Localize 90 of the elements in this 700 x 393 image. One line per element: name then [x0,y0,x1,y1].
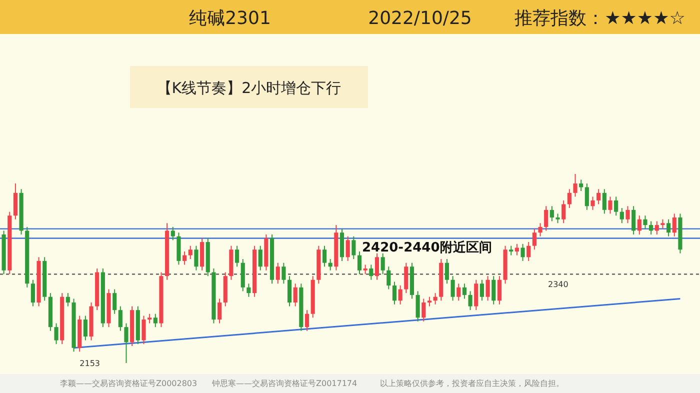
candlestick [357,250,362,275]
candlestick [182,250,187,266]
candlestick [643,215,648,230]
candlestick [304,310,310,332]
candlestick [83,315,88,341]
candlestick [124,322,128,364]
candlestick [328,258,332,271]
candlestick [520,243,525,262]
candlestick [346,236,350,262]
candlestick [282,262,286,284]
candlestick [369,264,374,280]
candlestick [468,290,472,311]
candlestick [544,206,548,232]
candlestick [234,245,240,268]
candlestick [596,188,601,205]
candlestick [218,298,222,324]
candlestick [276,262,280,284]
candlestick [427,296,432,307]
candlestick [509,245,514,256]
candlestick [614,196,618,216]
candlestick [416,290,420,322]
candlestick [550,206,554,222]
candlestick [556,213,560,224]
candlestick [666,218,671,237]
candlestick [392,281,397,305]
candlestick [526,242,531,262]
candlestick [649,220,654,235]
candlestick [258,245,262,271]
candlestick [112,288,117,314]
candlestick [170,226,175,241]
candlestick [194,245,198,271]
candlestick [444,258,450,284]
text: 李颖——交易咨询资格证号Z0002803 [60,379,198,388]
candlestick [486,276,490,302]
candlestick [626,206,630,224]
candlestick [567,188,572,209]
candlestick [246,283,251,298]
annotation: 2420-2440附近区间 [362,239,492,256]
candlestick [404,262,408,294]
candlestick [54,322,58,345]
candlestick [148,313,152,324]
candlestick [188,245,192,260]
candlestick [462,283,466,300]
candlestick [386,266,391,290]
candlestick [153,313,158,328]
candlestick [142,315,146,345]
candlestick [514,243,519,256]
candlestick [590,196,595,210]
candlestick [672,213,676,237]
candlestick [562,200,566,224]
candlestick [450,276,455,302]
candlestick [363,264,368,275]
candlestick [620,208,624,224]
candlestick [584,182,589,210]
candlestick [573,174,578,198]
candlestick [398,285,402,305]
candlestick [492,276,496,305]
candlestick [579,179,584,192]
candlestick [497,276,502,305]
candlestick [433,292,438,305]
annotation: 2153 [80,359,100,368]
text: 2022/10/25 [368,8,472,29]
candlestick [13,182,18,220]
candlestick [538,222,542,237]
candlestick [480,279,484,302]
candlestick [654,220,659,235]
text: 以上策略仅供参考，投资者应自主决策，风险自担。 [380,379,564,388]
candlestick [30,279,35,307]
candlestick [474,279,478,311]
chart-title: 纯碱2301 [189,8,271,29]
candlestick [380,252,385,275]
candlestick [422,298,426,322]
candlestick [287,276,292,307]
candlestick [293,283,298,307]
candlestick [608,196,612,214]
candlestick [118,306,122,332]
text: 钟思寒——交易咨询资格证号Z0017174 [211,379,358,388]
candlestick [602,188,606,214]
candlestick [532,228,536,250]
chart-subtitle: 【K线节奏】2小时增仓下行 [156,79,342,97]
annotation: 2340 [548,280,568,290]
candlestick [660,218,665,230]
candlestick [632,206,636,235]
candlestick [456,283,461,302]
candlestick [352,236,356,260]
candlestick [322,245,327,268]
candlestick [374,252,380,280]
candlestick [637,215,642,235]
text: 推荐指数：★★★★☆ [514,8,686,29]
candlestick [66,292,70,307]
